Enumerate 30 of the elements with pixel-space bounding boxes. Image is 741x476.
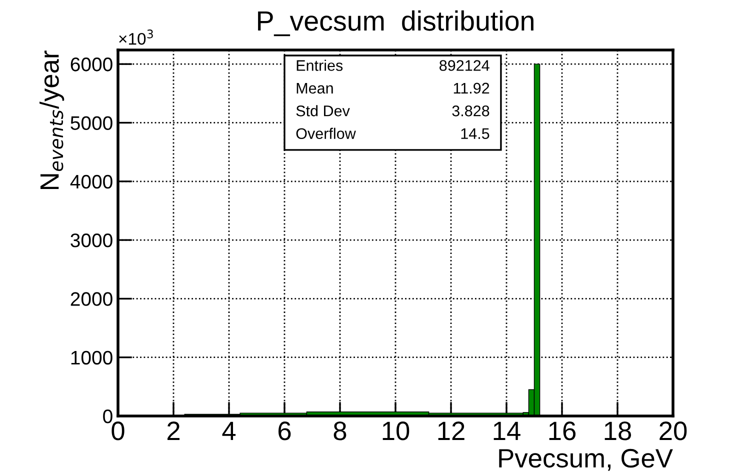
annotation: Overflow [296,128,356,140]
x-tick-label: 6 [278,422,291,440]
x-tick-label: 0 [112,422,124,440]
x-tick-label: 18 [604,422,632,440]
x-tick-label: 8 [334,422,346,440]
y-tick-label: 1000 [71,350,112,365]
annotation: Std Dev [296,105,350,116]
annotation: 11.92 [454,82,490,94]
x-axis-title: Pvecsum, GeV [499,448,673,471]
y-axis-title: N$_{events}$/year [40,50,64,190]
x-tick-label: 12 [438,422,464,440]
x-tick-label: 16 [549,422,576,440]
y-tick-label: 3000 [70,234,112,248]
x-tick-label: 2 [167,422,180,440]
x-tick-label: 4 [222,422,236,440]
y-tick-label: 0 [103,409,112,424]
y-tick-label: 5000 [70,116,112,130]
annotation: Entries [296,60,343,71]
y-tick-label: 2000 [70,292,112,306]
y-tick-label: 6000 [70,58,112,72]
text: ×10$^{3}$ [119,30,153,45]
annotation: 14.5 [461,128,490,140]
annotation: Mean [296,82,333,94]
annotation: 3.828 [452,106,490,116]
annotation: 892124 [440,60,490,71]
x-tick-label: 20 [660,422,687,440]
y-tick-label: 4000 [70,174,112,189]
x-tick-label: 14 [494,422,520,440]
chart-title: P_vecsum distribution [258,10,534,36]
x-tick-label: 10 [382,422,410,440]
